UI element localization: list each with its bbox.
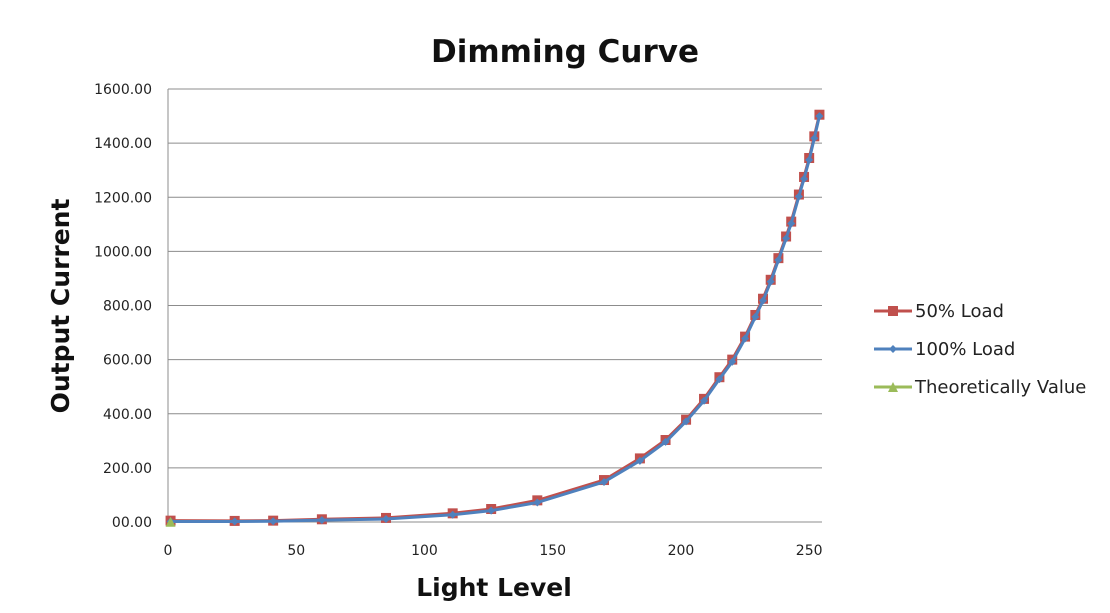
y-tick-label: 1600.00	[94, 82, 152, 98]
x-tick-label: 150	[539, 543, 566, 559]
data-point	[317, 516, 326, 525]
x-tick-label: 100	[411, 543, 438, 559]
data-point	[782, 234, 791, 243]
data-point	[382, 515, 390, 524]
y-tick-label: 800.00	[103, 299, 152, 315]
y-tick-label: 1400.00	[94, 136, 152, 152]
data-point	[661, 437, 670, 446]
x-axis-title: Light Level	[416, 573, 572, 602]
legend-label: 100% Load	[915, 339, 1015, 360]
y-tick-label: 1000.00	[94, 244, 152, 260]
data-point	[635, 456, 644, 465]
data-point	[269, 517, 278, 526]
data-point	[766, 277, 775, 286]
chart-title: Dimming Curve	[431, 34, 699, 70]
series-2	[165, 516, 176, 527]
data-point	[889, 345, 897, 353]
data-point	[230, 517, 239, 526]
gridlines	[168, 88, 822, 469]
data-point	[741, 334, 750, 343]
series-line	[170, 115, 821, 523]
y-tick-label: 600.00	[103, 353, 152, 369]
data-point	[487, 506, 496, 515]
plot-series	[165, 109, 825, 527]
legend-label: 50% Load	[915, 301, 1004, 322]
y-tick-label: 00.00	[112, 515, 152, 531]
y-tick-label: 200.00	[103, 461, 152, 477]
data-point	[533, 498, 542, 507]
x-tick-label: 200	[668, 543, 695, 559]
data-point	[700, 396, 709, 405]
x-tick-label: 50	[287, 543, 305, 559]
data-point	[888, 382, 898, 392]
y-tick-label: 400.00	[103, 407, 152, 423]
axes: 00.00 200.00 400.00 600.00 800.00 1000.00 1200…	[94, 82, 822, 559]
data-point	[715, 375, 724, 384]
series-0	[165, 109, 825, 526]
x-tick-label: 250	[796, 543, 823, 559]
data-point	[787, 219, 796, 228]
data-point	[774, 256, 783, 265]
data-point	[165, 516, 176, 527]
data-point	[800, 174, 809, 183]
y-tick-label: 1200.00	[94, 190, 152, 206]
data-point	[815, 112, 824, 121]
data-point	[600, 477, 608, 486]
data-point	[805, 155, 814, 164]
data-point	[759, 296, 768, 305]
x-tick-label: 0	[164, 543, 173, 559]
legend-item: 50% Load	[874, 301, 1004, 322]
data-point	[751, 312, 760, 321]
legend-item: 100% Load	[874, 339, 1015, 360]
data-point	[448, 510, 457, 519]
series-line	[170, 114, 821, 523]
series-1	[166, 112, 824, 526]
legend: 50% Load 100% Load Theoretically Value	[874, 301, 1086, 398]
data-point	[888, 306, 898, 316]
data-point	[728, 357, 737, 366]
y-axis-title: Output Current	[46, 199, 75, 414]
legend-label: Theoretically Value	[914, 377, 1086, 398]
data-point	[810, 134, 819, 143]
data-point	[794, 192, 803, 201]
legend-item: Theoretically Value	[874, 377, 1086, 398]
data-point	[682, 417, 691, 426]
